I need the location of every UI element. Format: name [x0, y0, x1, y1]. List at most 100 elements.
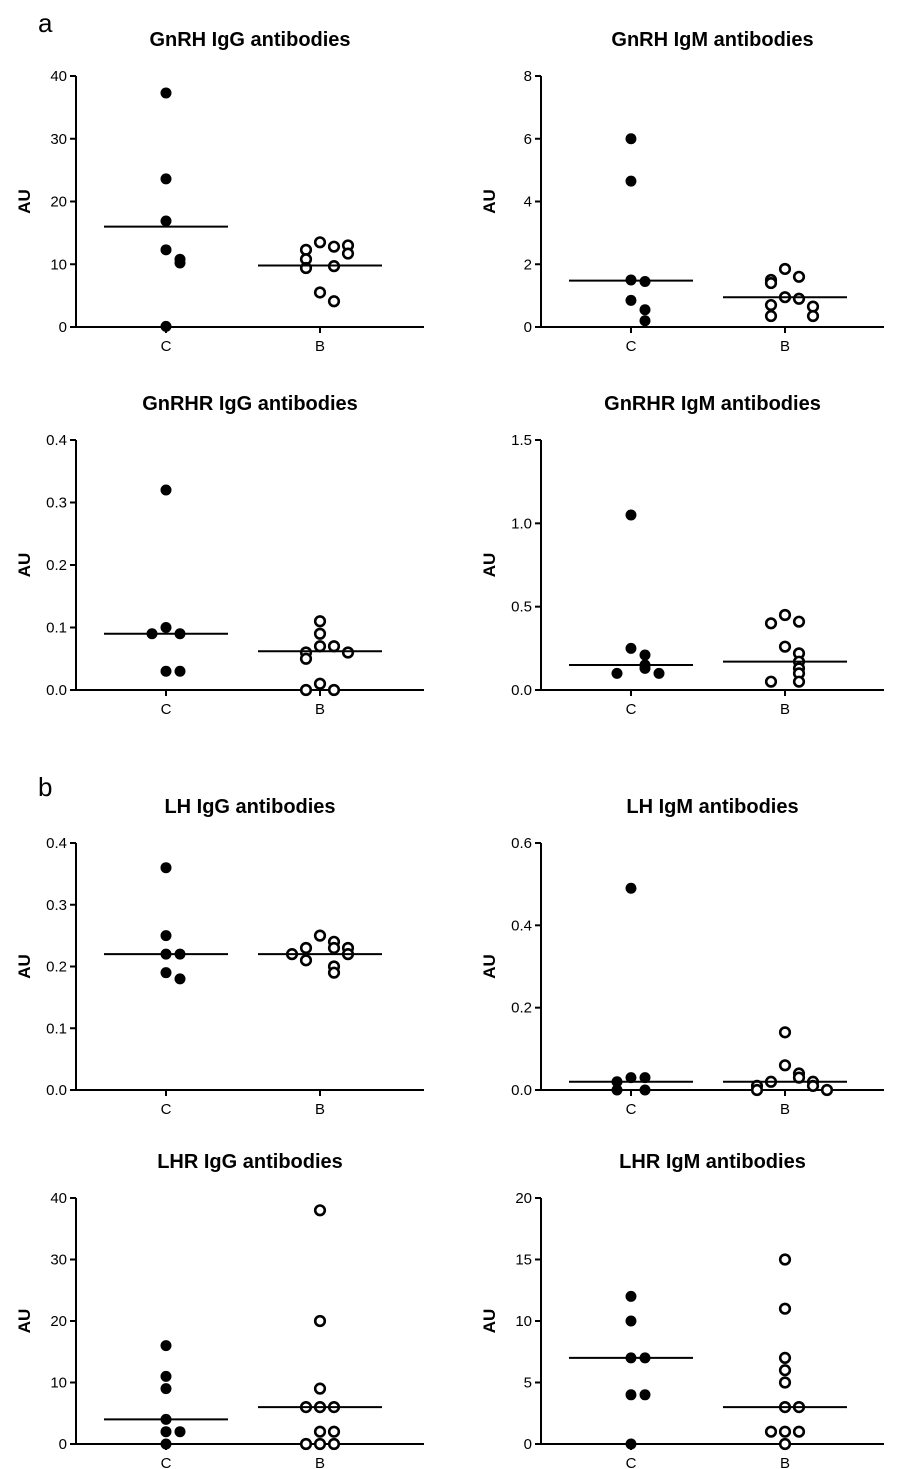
data-point-B — [313, 627, 327, 640]
chart-title: GnRHR IgG antibodies — [142, 393, 358, 415]
data-point-B — [792, 292, 806, 305]
y-tick-label: 0 — [59, 1436, 67, 1453]
y-tick-label: 40 — [50, 68, 67, 85]
x-tick-label: B — [315, 1101, 325, 1118]
x-tick-label: C — [161, 338, 172, 355]
data-point-B — [327, 240, 341, 253]
data-point-C — [160, 1426, 172, 1438]
y-tick-label: 30 — [50, 1252, 67, 1269]
data-point-C — [625, 1438, 637, 1450]
chart-title: GnRH IgM antibodies — [611, 29, 813, 51]
data-point-C — [160, 87, 172, 99]
data-point-B — [750, 1083, 764, 1097]
data-point-C — [653, 667, 665, 679]
data-point-B — [313, 286, 327, 299]
chart-5: LH IgG antibodies AU 0.0 0.1 0.2 0.3 0.4 C B — [15, 796, 424, 1118]
data-point-B — [327, 683, 341, 697]
x-tick-label: B — [780, 1101, 790, 1118]
chart-title: LH IgG antibodies — [164, 796, 335, 818]
data-point-C — [639, 304, 651, 316]
data-point-B — [341, 247, 355, 260]
y-axis-label: AU — [480, 954, 499, 979]
data-point-C — [639, 1072, 651, 1084]
data-point-B — [778, 1376, 792, 1389]
data-point-B — [764, 1425, 778, 1438]
data-point-B — [764, 617, 778, 630]
chart-6: LH IgM antibodies AU 0.0 0.2 0.4 0.6 C B — [480, 796, 884, 1118]
data-point-B — [778, 1364, 792, 1377]
x-tick-label: C — [626, 1101, 637, 1118]
chart-7: LHR IgG antibodies AU 0 10 20 30 40 C B — [15, 1151, 424, 1469]
x-tick-label: C — [626, 338, 637, 355]
y-axis-label: AU — [480, 553, 499, 578]
y-tick-label: 10 — [50, 1375, 67, 1392]
y-tick-label: 0.1 — [46, 620, 67, 637]
data-point-B — [820, 1083, 834, 1097]
y-tick-label: 0 — [524, 1436, 532, 1453]
data-point-B — [327, 640, 341, 653]
chart-1: GnRH IgG antibodies AU 0 10 20 30 40 C B — [15, 29, 424, 355]
data-point-B — [778, 1026, 792, 1039]
y-tick-label: 1.0 — [511, 515, 532, 532]
chart-4: GnRHR IgM antibodies AU 0.0 0.5 1.0 1.5 C B — [480, 393, 884, 718]
chart-3: GnRHR IgG antibodies AU 0.0 0.1 0.2 0.3 0.4 C B — [15, 393, 424, 718]
data-point-B — [778, 262, 792, 276]
y-tick-label: 0 — [59, 319, 67, 336]
data-point-B — [778, 1059, 792, 1072]
y-tick-label: 4 — [524, 194, 532, 211]
y-axis-label: AU — [480, 1309, 499, 1334]
data-point-B — [764, 675, 778, 688]
y-tick-label: 40 — [50, 1190, 67, 1207]
data-point-C — [160, 930, 172, 942]
data-point-C — [625, 509, 637, 521]
chart-title: GnRH IgG antibodies — [149, 29, 350, 51]
data-point-B — [313, 1382, 327, 1395]
x-tick-label: B — [315, 1455, 325, 1469]
data-point-B — [778, 640, 792, 653]
data-point-B — [327, 966, 341, 979]
data-point-C — [639, 1389, 651, 1401]
data-point-B — [313, 236, 327, 249]
data-point-B — [299, 652, 313, 665]
data-point-B — [778, 1302, 792, 1315]
y-tick-label: 10 — [50, 256, 67, 273]
data-point-C — [160, 173, 172, 185]
data-point-C — [625, 133, 637, 145]
x-tick-label: C — [161, 1101, 172, 1118]
x-tick-label: B — [315, 338, 325, 355]
data-point-C — [160, 1340, 172, 1352]
data-point-C — [639, 649, 651, 661]
data-point-C — [160, 622, 172, 633]
data-point-B — [313, 615, 327, 628]
y-tick-label: 0.3 — [46, 897, 67, 914]
y-tick-label: 0.3 — [46, 495, 67, 512]
data-point-C — [174, 1426, 186, 1438]
y-tick-label: 0.0 — [511, 682, 532, 699]
y-axis-label: AU — [15, 1309, 34, 1334]
data-point-C — [611, 1084, 623, 1096]
y-tick-label: 8 — [524, 68, 532, 85]
data-point-B — [299, 1437, 313, 1451]
data-point-C — [160, 244, 172, 256]
y-tick-label: 0.5 — [511, 599, 532, 616]
data-point-C — [625, 1290, 637, 1302]
y-tick-label: 1.5 — [511, 432, 532, 449]
data-point-C — [160, 1438, 172, 1450]
y-tick-label: 5 — [524, 1375, 532, 1392]
data-point-B — [778, 1351, 792, 1364]
y-tick-label: 0.0 — [511, 1082, 532, 1099]
chart-title: LHR IgM antibodies — [619, 1151, 806, 1173]
data-point-C — [611, 667, 623, 679]
data-point-B — [313, 1204, 327, 1217]
data-point-C — [160, 665, 172, 677]
y-tick-label: 0.2 — [511, 1000, 532, 1017]
data-point-B — [764, 309, 778, 323]
data-point-B — [327, 1437, 341, 1451]
data-point-B — [764, 276, 778, 290]
chart-2: GnRH IgM antibodies AU 0 2 4 6 8 C B — [480, 29, 884, 355]
y-tick-label: 0.0 — [46, 682, 67, 699]
data-point-B — [313, 1425, 327, 1438]
data-point-C — [625, 882, 637, 894]
x-tick-label: B — [780, 701, 790, 718]
